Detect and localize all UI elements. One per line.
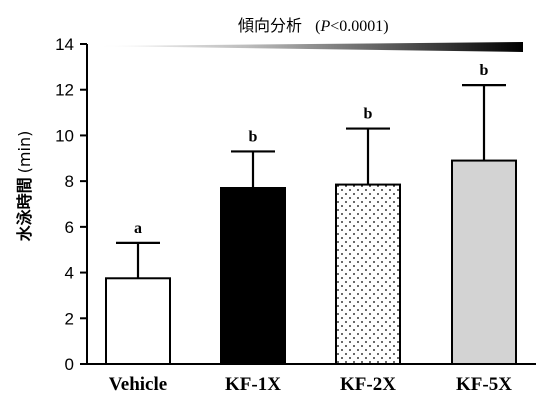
trend-p-symbol: P xyxy=(319,18,330,35)
category-label: Vehicle xyxy=(109,374,167,395)
y-tick-label: 14 xyxy=(55,35,74,54)
trend-label-cjk: 傾向分析 xyxy=(238,16,302,35)
y-tick-label: 4 xyxy=(65,264,74,283)
bar-kf-5x xyxy=(451,159,517,365)
y-tick-label: 10 xyxy=(55,126,74,145)
category-label: KF-2X xyxy=(340,374,396,395)
trend-title: 傾向分析 (P<0.0001) xyxy=(238,16,389,35)
trend-open-paren: ( xyxy=(315,18,320,35)
trend-wedge xyxy=(97,42,523,52)
y-tick-label: 8 xyxy=(65,172,74,191)
significance-label: a xyxy=(134,220,142,237)
bar-kf-2x xyxy=(335,183,401,365)
y-tick-label: 0 xyxy=(65,355,74,374)
y-tick-label: 2 xyxy=(65,309,74,328)
y-axis-ticks: 0 2 4 6 8 10 12 14 xyxy=(55,35,87,374)
trend-p-value: <0.0001) xyxy=(330,18,388,35)
y-tick-label: 12 xyxy=(55,81,74,100)
y-axis-label-unit: (min) xyxy=(15,131,34,174)
bar-vehicle xyxy=(105,277,171,365)
category-label: KF-1X xyxy=(225,374,281,395)
bars-group: a Vehicle b KF-1X b KF-2X b KF-5X xyxy=(105,62,517,395)
significance-label: b xyxy=(249,128,258,145)
significance-label: b xyxy=(480,62,489,79)
significance-label: b xyxy=(364,106,373,123)
y-axis-label: 水泳時間 (min) xyxy=(15,131,34,242)
y-axis-label-cjk: 水泳時間 xyxy=(15,177,34,241)
category-label: KF-5X xyxy=(456,374,512,395)
bar-kf-1x xyxy=(220,187,286,365)
y-tick-label: 6 xyxy=(65,218,74,237)
